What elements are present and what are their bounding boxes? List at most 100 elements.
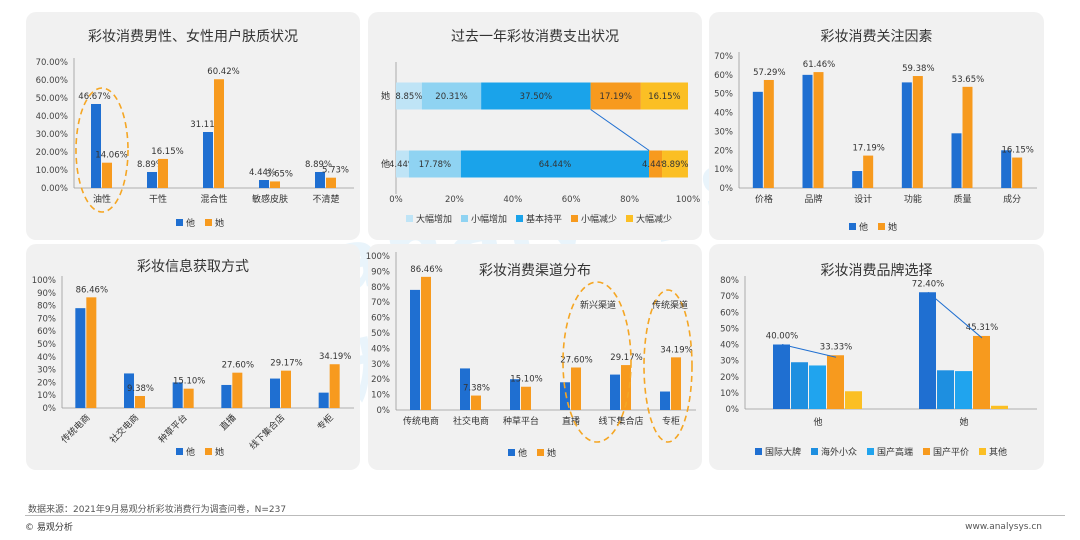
legend-label: 小幅减少 <box>581 213 617 225</box>
data-label: 45.31% <box>966 323 998 333</box>
y-tick-label: 20% <box>714 146 733 156</box>
data-label: 33.33% <box>820 342 852 352</box>
y-tick-label: 10% <box>720 389 739 399</box>
connector-line <box>781 344 837 358</box>
bar <box>973 335 990 409</box>
bar <box>421 276 431 410</box>
bar-segment <box>662 150 688 178</box>
bar <box>955 371 972 409</box>
x-tick-label: 60% <box>562 195 581 205</box>
data-source-note: 数据来源：2021年9月易观分析彩妆消费行为调查问卷，N=237 <box>28 505 287 515</box>
y-tick-label: 40% <box>37 353 56 363</box>
chart-title: 彩妆信息获取方式 <box>137 259 249 275</box>
panel-factor: 彩妆消费关注因素 0% 10% 20% 30% 40% 50% 60% 70% 57.29% 价格… <box>709 12 1044 240</box>
data-label: 4.44% <box>249 168 276 178</box>
bar-segment <box>396 150 409 178</box>
bar <box>863 155 874 188</box>
legend-swatch <box>537 449 544 456</box>
data-label: 8.85% <box>395 92 422 102</box>
legend-label: 他 <box>518 447 527 459</box>
brand-chart: 0% 10% 20% 30% 40% 50% 60% 70% 80% 40.00% 33.33% 他 7… <box>720 276 1037 458</box>
bar <box>610 374 620 410</box>
highlight-oval <box>643 289 693 443</box>
y-tick-label: 30.00% <box>36 130 68 140</box>
bar <box>318 392 329 408</box>
y-tick-label: 40% <box>371 344 390 354</box>
panel-info: 彩妆信息获取方式 0% 10% 20% 30% 40% 50% 60% 70% 80% 90% 10… <box>26 244 360 470</box>
bar <box>460 368 470 410</box>
data-label: 5.73% <box>322 166 349 176</box>
footer-brand: © 易观分析 <box>25 523 73 533</box>
chart-title: 彩妆消费渠道分布 <box>479 263 591 279</box>
x-tick-label: 线下集合店 <box>598 415 643 427</box>
bar <box>901 82 912 188</box>
bar <box>571 367 581 410</box>
legend-label: 她 <box>547 447 556 459</box>
y-tick-label: 0% <box>720 184 734 194</box>
legend-swatch <box>176 448 183 455</box>
x-tick-label: 传统电商 <box>59 412 93 446</box>
y-tick-label: 100% <box>366 252 390 262</box>
x-tick-label: 混合性 <box>200 193 227 205</box>
y-tick-label: 80% <box>37 302 56 312</box>
bar <box>471 395 481 410</box>
y-tick-label: 0.00% <box>41 184 68 194</box>
data-label: 29.17% <box>270 359 302 369</box>
y-tick-label: 60% <box>37 327 56 337</box>
panel-skin: 彩妆消费男性、女性用户肤质状况 0.00% 10.00% 20.00% 30.00% 4… <box>26 12 360 240</box>
y-tick-label: 50.00% <box>36 94 68 104</box>
bar <box>203 132 213 188</box>
bar <box>991 405 1008 409</box>
channel-chart: 0% 10% 20% 30% 40% 50% 60% 70% 80% 90% 100% 86.46% 传… <box>366 252 696 459</box>
data-label: 34.19% <box>660 345 692 355</box>
legend-label: 国际大牌 <box>765 446 801 458</box>
data-label: 20.31% <box>435 92 467 102</box>
y-tick-label: 他 <box>381 158 390 170</box>
bar <box>521 386 531 410</box>
y-tick-label: 0% <box>726 405 740 415</box>
x-tick-label: 品牌 <box>804 193 822 205</box>
legend-swatch <box>626 215 633 222</box>
y-tick-label: 70% <box>714 52 733 62</box>
legend-swatch <box>461 215 468 222</box>
annotation-label: 新兴渠道 <box>580 299 616 311</box>
data-label: 86.46% <box>410 265 442 275</box>
legend-swatch <box>205 219 212 226</box>
y-tick-label: 90% <box>37 289 56 299</box>
x-tick-label: 质量 <box>953 193 971 205</box>
legend-label: 大幅减少 <box>636 213 672 225</box>
y-tick-label: 30% <box>37 366 56 376</box>
chart-title: 彩妆消费品牌选择 <box>820 263 933 279</box>
bar <box>951 133 962 188</box>
bar <box>315 171 325 188</box>
x-tick-label: 种草平台 <box>156 412 190 446</box>
bar <box>91 103 101 188</box>
y-tick-label: 60% <box>720 308 739 318</box>
data-label: 59.38% <box>902 64 934 74</box>
bar <box>773 344 790 409</box>
bar <box>329 364 340 408</box>
x-tick-label: 专柜 <box>662 415 680 427</box>
legend-swatch <box>508 449 515 456</box>
data-label: 61.46% <box>803 60 835 70</box>
bar <box>281 370 291 408</box>
bar <box>962 86 973 188</box>
legend-swatch <box>176 219 183 226</box>
y-tick-label: 10% <box>371 391 390 401</box>
y-tick-label: 70.00% <box>36 58 68 68</box>
spend-chart: 0% 20% 40% 60% 80% 100% 她 8.85% 20.31% 37.50% 17.1… <box>381 62 700 225</box>
highlight-oval <box>562 281 632 443</box>
x-tick-label: 40% <box>503 195 522 205</box>
data-label: 16.15% <box>648 92 680 102</box>
data-label: 46.67% <box>78 92 110 102</box>
skin-chart: 0.00% 10.00% 20.00% 30.00% 40.00% 50.00% 60.00… <box>36 58 354 229</box>
chart-title: 彩妆消费男性、女性用户肤质状况 <box>88 29 298 45</box>
data-label: 72.40% <box>912 279 944 289</box>
legend-label: 他 <box>186 217 195 229</box>
data-label: 57.29% <box>753 68 785 78</box>
legend-label: 她 <box>888 221 897 233</box>
y-tick-label: 60% <box>714 71 733 81</box>
y-tick-label: 60% <box>371 314 390 324</box>
bar-segment <box>590 82 641 110</box>
legend-swatch <box>205 448 212 455</box>
